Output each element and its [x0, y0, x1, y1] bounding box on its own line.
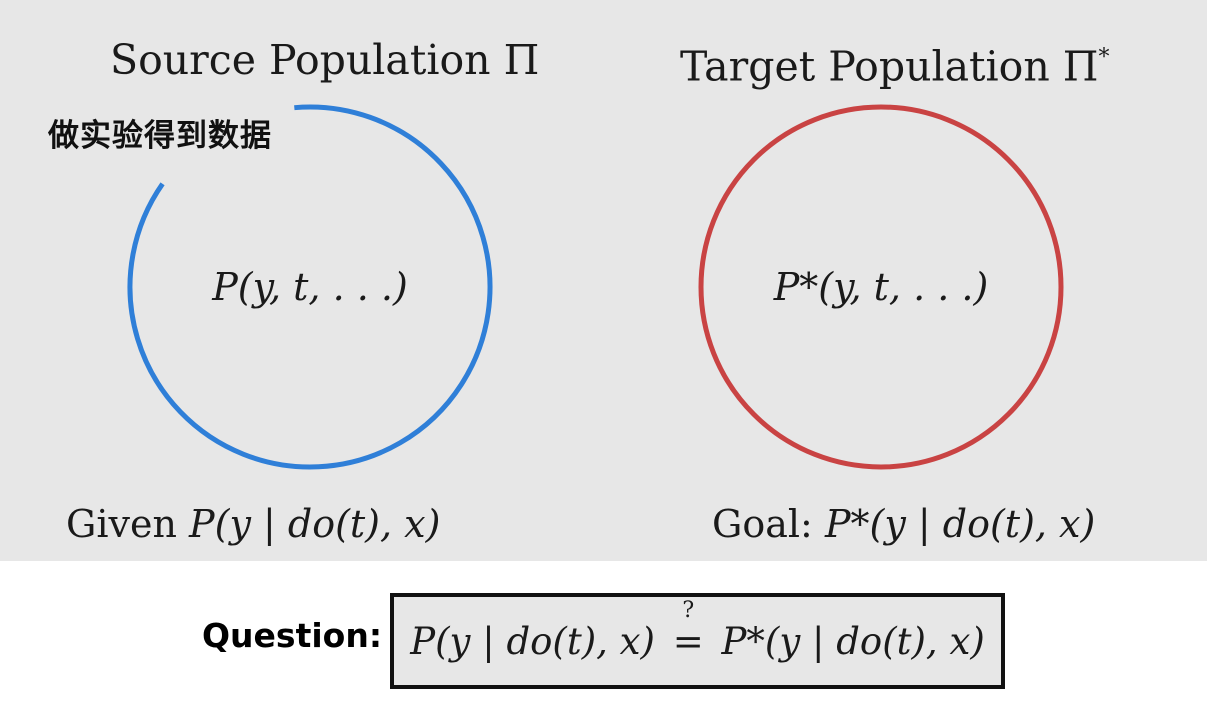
goal-expression: P*(y | do(t), x)	[824, 502, 1096, 546]
question-label: Question:	[202, 616, 383, 655]
question-box: P(y | do(t), x) ? = P*(y | do(t), x)	[390, 593, 1005, 689]
target-population-title: Target Population Π*	[680, 42, 1110, 91]
question-lhs: P(y | do(t), x)	[410, 619, 655, 663]
question-relation-symbol: =	[672, 619, 704, 663]
diagram-panel	[0, 0, 1207, 561]
given-statement: Given P(y | do(t), x)	[66, 500, 440, 548]
given-expression: P(y | do(t), x)	[189, 502, 441, 546]
target-population-circle	[698, 104, 1064, 470]
source-population-circle	[127, 104, 493, 470]
goal-statement: Goal: P*(y | do(t), x)	[712, 500, 1095, 548]
experiment-annotation: 做实验得到数据	[48, 118, 272, 154]
population-circles	[127, 104, 1064, 470]
question-relation-mark: ?	[682, 597, 695, 623]
goal-prefix: Goal:	[712, 502, 813, 546]
question-rhs: P*(y | do(t), x)	[721, 619, 985, 663]
given-prefix: Given	[66, 502, 177, 546]
question-relation: ? =	[672, 598, 704, 663]
source-population-title: Source Population Π	[110, 36, 540, 84]
source-distribution: P(y, t, . . .)	[212, 265, 408, 309]
question-expression: P(y | do(t), x) ? = P*(y | do(t), x)	[410, 598, 985, 663]
target-distribution: P*(y, t, . . .)	[773, 265, 989, 309]
